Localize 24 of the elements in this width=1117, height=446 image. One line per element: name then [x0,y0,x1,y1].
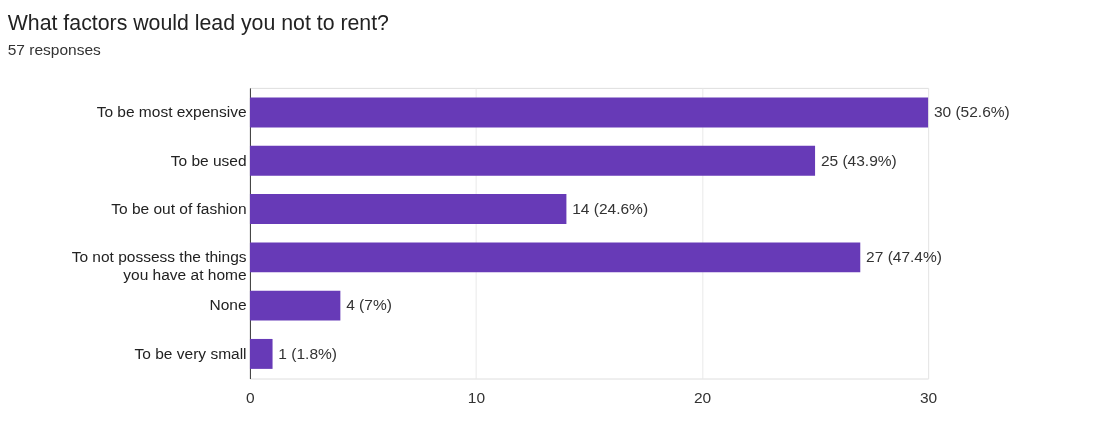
x-tick-label: 30 [919,389,938,407]
y-tick-label: To be very small [134,344,247,362]
y-tick-label: To be out of fashion [111,199,247,217]
data-label: 30 (52.6%) [933,103,1010,121]
bar [249,338,273,369]
data-label: 25 (43.9%) [820,151,897,169]
chart-title: What factors would lead you not to rent? [7,10,390,35]
bar [249,242,861,273]
y-tick-label: To be used [170,151,247,169]
bar [249,145,816,176]
data-label: 1 (1.8%) [278,344,337,362]
data-label: 27 (47.4%) [866,248,942,266]
y-tick-label: None [209,296,247,314]
data-label: 4 (7%) [346,296,392,314]
bar [249,194,567,225]
y-tick-label: To not possess the things you have at home [71,248,247,283]
bar [249,97,929,128]
text: 57 responses [7,40,102,58]
bar [249,290,341,321]
y-tick-label: To be most expensive [96,103,247,121]
x-tick-label: 20 [693,389,712,407]
x-tick-label: 10 [467,389,486,407]
data-label: 14 (24.6%) [572,199,649,217]
x-tick-label: 0 [246,389,256,407]
